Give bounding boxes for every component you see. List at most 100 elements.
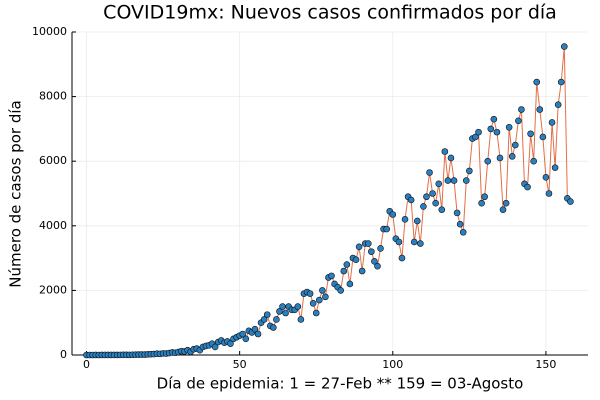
data-point: [346, 280, 354, 288]
data-point: [472, 133, 479, 141]
data-point: [536, 106, 544, 113]
data-point: [475, 128, 482, 136]
data-point: [435, 180, 443, 188]
data-point: [548, 119, 556, 126]
data-point: [279, 303, 286, 310]
data-point: [438, 206, 446, 213]
data-point: [490, 115, 498, 123]
data-point: [508, 153, 516, 160]
data-point: [227, 340, 234, 347]
data-point: [263, 311, 271, 318]
data-point: [456, 220, 464, 228]
y-tick-label: 6000: [39, 154, 67, 167]
data-point: [423, 193, 430, 201]
data-point: [282, 309, 289, 317]
data-point: [211, 343, 219, 351]
y-tick-label: 10000: [32, 25, 67, 38]
data-point: [398, 254, 406, 262]
data-point: [276, 308, 283, 315]
chart-title: COVID19mx: Nuevos casos confirmados por …: [103, 2, 557, 24]
data-point: [401, 216, 409, 223]
data-point: [371, 258, 378, 265]
y-tick-label: 0: [60, 348, 67, 361]
data-point: [273, 316, 280, 323]
data-point: [539, 133, 547, 141]
data-point: [306, 290, 314, 297]
data-point: [554, 101, 562, 108]
data-point: [260, 316, 268, 323]
data-point: [355, 243, 363, 251]
data-point: [410, 238, 418, 246]
data-point: [270, 324, 277, 331]
data-point: [545, 190, 553, 197]
y-axis-label: Número de casos por día: [7, 100, 25, 287]
data-point: [487, 125, 495, 133]
data-point: [499, 206, 507, 213]
data-point: [429, 190, 436, 197]
data-point: [377, 245, 384, 252]
data-point: [242, 335, 250, 343]
data-point: [462, 177, 470, 184]
data-point: [364, 240, 372, 247]
data-point: [481, 193, 488, 201]
series-line: [86, 46, 571, 356]
data-point: [383, 225, 390, 233]
data-point: [340, 267, 348, 275]
data-point: [251, 325, 259, 333]
data-point: [567, 198, 574, 205]
data-point: [254, 330, 262, 338]
data-point: [420, 203, 427, 210]
y-tick-label: 2000: [39, 283, 67, 296]
data-point: [524, 183, 531, 191]
data-point: [453, 209, 461, 217]
data-point: [493, 128, 501, 136]
data-point: [352, 256, 360, 264]
data-point: [432, 199, 439, 207]
data-point: [297, 316, 305, 323]
data-point: [441, 148, 449, 155]
data-point: [496, 154, 504, 162]
x-axis-label: Día de epidemia: 1 = 27-Feb ** 159 = 03-…: [157, 375, 524, 393]
data-point: [444, 177, 452, 184]
data-point: [417, 240, 424, 247]
data-point: [239, 330, 247, 338]
data-point: [294, 303, 302, 310]
data-point: [502, 199, 510, 207]
data-point: [527, 130, 534, 138]
data-point: [518, 106, 525, 113]
data-point: [322, 293, 329, 301]
data-point: [374, 262, 381, 270]
data-point: [309, 300, 317, 307]
data-point: [343, 261, 351, 268]
x-tick-label: 150: [535, 358, 556, 371]
data-point: [450, 177, 458, 184]
x-tick-label: 100: [382, 358, 403, 371]
data-point: [395, 238, 403, 246]
data-point: [368, 248, 375, 255]
y-tick-label: 4000: [39, 219, 67, 232]
data-point: [505, 123, 513, 131]
x-tick-label: 0: [83, 358, 90, 371]
data-point: [426, 169, 433, 176]
data-point: [515, 117, 522, 125]
data-point: [319, 287, 326, 294]
data-point: [358, 267, 366, 275]
data-point: [542, 174, 550, 181]
data-point: [557, 78, 565, 86]
data-point: [533, 78, 541, 86]
data-point: [315, 296, 323, 304]
data-point: [484, 157, 492, 165]
data-point: [328, 272, 335, 280]
data-point: [466, 167, 473, 175]
x-tick-label: 50: [233, 358, 247, 371]
data-point: [407, 196, 415, 204]
data-point: [337, 287, 345, 294]
data-point: [389, 211, 397, 218]
data-point: [459, 228, 467, 236]
data-point: [530, 157, 537, 165]
data-point: [560, 43, 568, 50]
data-point: [551, 164, 559, 171]
data-point: [413, 217, 421, 225]
data-point: [447, 154, 455, 162]
